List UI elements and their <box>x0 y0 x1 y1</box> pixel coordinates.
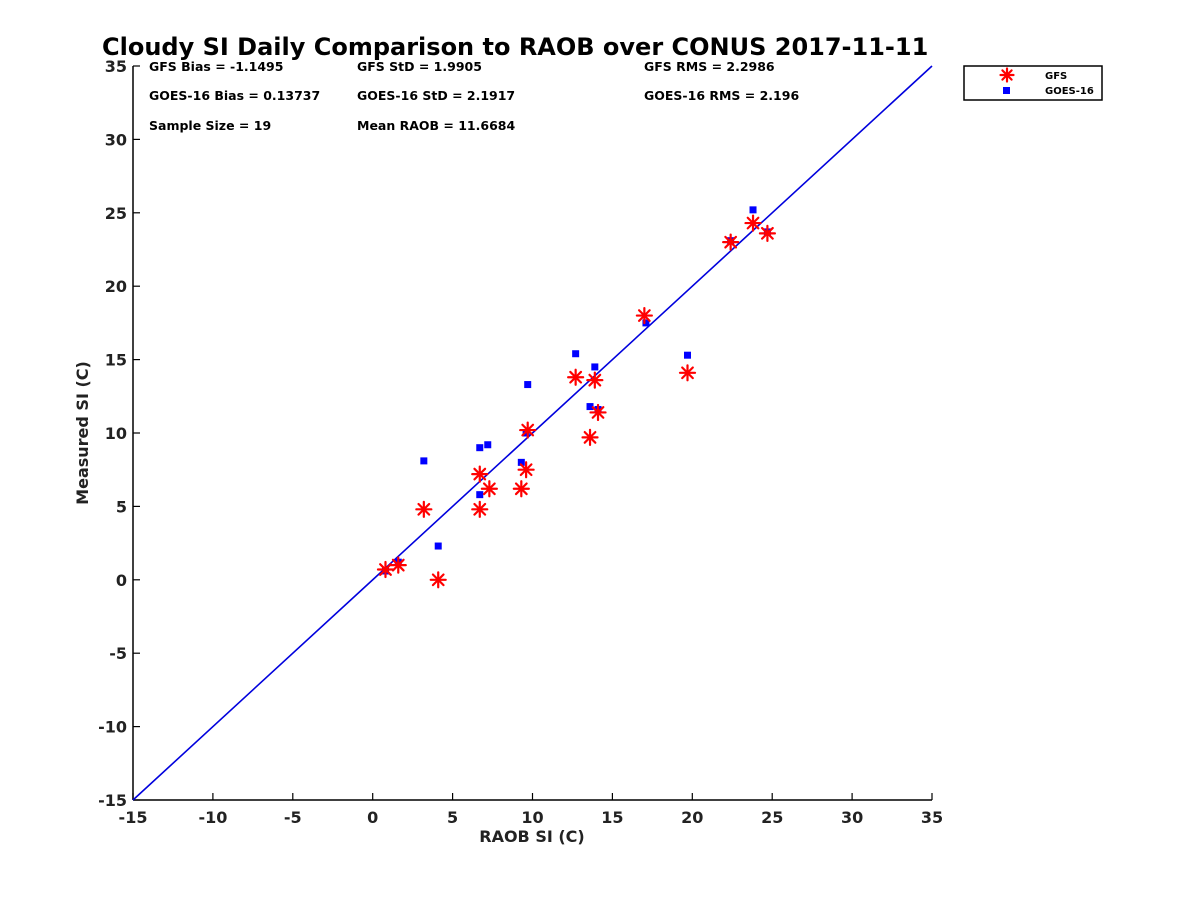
goes16-point <box>642 319 650 327</box>
legend-gfs-marker <box>999 67 1015 83</box>
goes16-point <box>484 441 492 449</box>
x-tick-label: 10 <box>521 808 543 827</box>
gfs-point <box>480 480 498 498</box>
gfs-point <box>415 500 433 518</box>
x-tick-label: 30 <box>841 808 863 827</box>
y-axis-ticks: -15 -10 -5 0 5 10 15 20 25 30 35 <box>98 57 140 810</box>
y-tick-label: -5 <box>109 644 127 663</box>
goes16-bias-text: GOES-16 Bias = 0.13737 <box>149 88 320 103</box>
gfs-point <box>678 364 697 382</box>
x-axis-ticks: -15 -10 -5 0 5 10 15 20 25 30 35 <box>119 793 943 827</box>
sample-size-text: Sample Size = 19 <box>149 118 271 133</box>
goes16-point <box>591 363 599 371</box>
legend-goes16-marker <box>1003 87 1010 94</box>
goes16-point <box>524 381 532 389</box>
one-to-one-reference-line <box>132 65 933 801</box>
gfs-point <box>589 403 607 422</box>
goes16-series <box>381 206 771 575</box>
goes16-point <box>476 491 484 499</box>
gfs-rms-text: GFS RMS = 2.2986 <box>644 59 775 74</box>
x-tick-label: 25 <box>761 808 783 827</box>
goes16-std-text: GOES-16 StD = 2.1917 <box>357 88 515 103</box>
goes16-point <box>476 444 484 452</box>
gfs-point <box>512 480 530 498</box>
gfs-point <box>581 428 599 447</box>
gfs-point <box>722 233 740 251</box>
gfs-point <box>519 421 537 439</box>
goes16-point <box>684 351 692 359</box>
x-tick-label: 15 <box>601 808 623 827</box>
gfs-point <box>471 500 489 518</box>
y-tick-label: 10 <box>105 424 127 443</box>
y-tick-label: 35 <box>105 57 127 76</box>
y-tick-label: 15 <box>105 351 127 370</box>
x-tick-label: 0 <box>367 808 378 827</box>
gfs-bias-text: GFS Bias = -1.1495 <box>149 59 283 74</box>
goes16-point <box>420 457 428 465</box>
goes16-point <box>434 542 442 550</box>
legend-goes16-label: GOES-16 <box>1045 86 1094 97</box>
x-tick-label: 20 <box>681 808 703 827</box>
legend: GFS GOES-16 <box>963 65 1103 101</box>
goes16-point <box>749 206 757 214</box>
statistics-annotations: GFS Bias = -1.1495 GFS StD = 1.9905 GFS … <box>149 59 799 133</box>
y-tick-label: 30 <box>105 130 127 149</box>
x-axis-label: RAOB SI (C) <box>479 827 584 846</box>
legend-box <box>963 65 1103 101</box>
chart-title: Cloudy SI Daily Comparison to RAOB over … <box>102 33 928 61</box>
goes16-point <box>572 350 580 358</box>
gfs-series <box>376 214 777 589</box>
gfs-point <box>376 560 395 579</box>
gfs-point <box>471 465 489 483</box>
y-tick-label: -15 <box>98 791 127 810</box>
x-tick-label: -5 <box>284 808 302 827</box>
gfs-point <box>635 306 653 325</box>
gfs-point <box>744 214 762 232</box>
gfs-point <box>389 556 407 574</box>
y-tick-label: 0 <box>116 571 127 590</box>
goes16-point <box>517 458 525 466</box>
gfs-std-text: GFS StD = 1.9905 <box>357 59 482 74</box>
legend-gfs-asterisk <box>999 67 1015 83</box>
x-tick-label: 35 <box>921 808 943 827</box>
gfs-point <box>758 224 777 242</box>
x-tick-label: -10 <box>198 808 227 827</box>
gfs-point <box>429 571 447 589</box>
gfs-point <box>586 371 604 389</box>
gfs-point <box>567 368 585 386</box>
goes16-rms-text: GOES-16 RMS = 2.196 <box>644 88 799 103</box>
x-tick-label: 5 <box>447 808 458 827</box>
goes16-point <box>586 403 594 411</box>
mean-raob-text: Mean RAOB = 11.6684 <box>357 118 515 133</box>
y-tick-label: 5 <box>116 497 127 516</box>
y-tick-label: 20 <box>105 277 127 296</box>
y-tick-label: -10 <box>98 718 127 737</box>
gfs-point <box>517 461 535 479</box>
x-tick-label: -15 <box>119 808 148 827</box>
y-axis-label: Measured SI (C) <box>73 361 92 505</box>
y-tick-label: 25 <box>105 204 127 223</box>
legend-gfs-label: GFS <box>1045 71 1067 82</box>
